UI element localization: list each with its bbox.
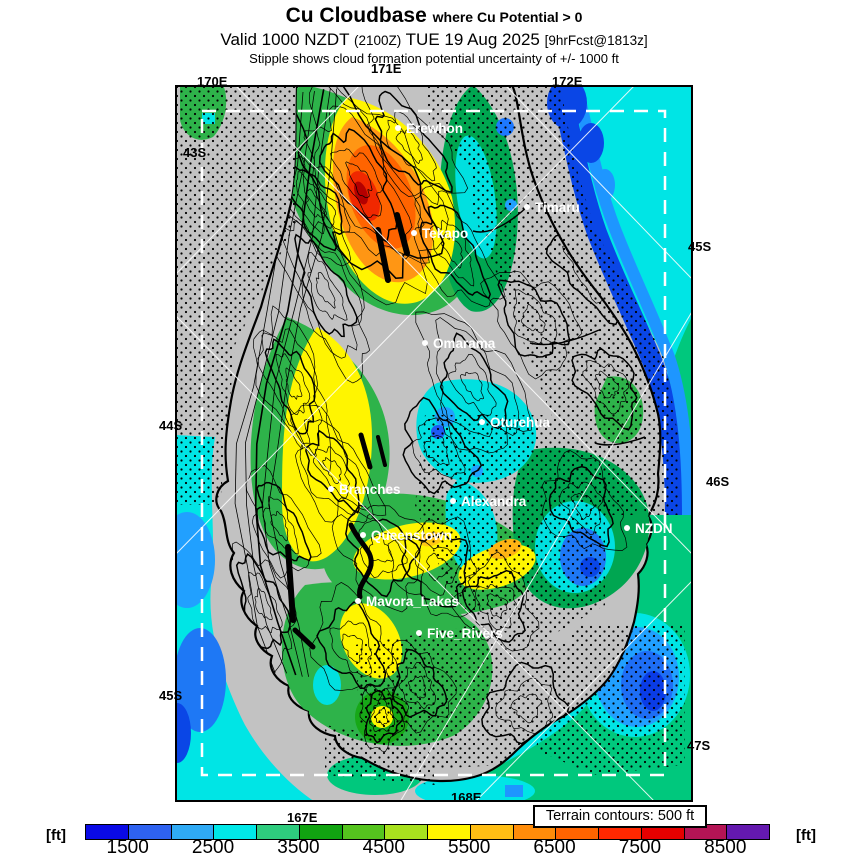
valid-utc: (2100Z) [353,33,402,48]
colorbar-tick-label: 1500 [106,837,149,858]
city-label: Branches [339,482,401,497]
city-marker-dot [416,630,422,636]
colorbar-segment [683,825,727,839]
grid-label-168e: 168E [451,790,482,805]
colorbar-segment [469,825,513,839]
graticule [175,85,693,802]
grid-label-172e: 172E [552,74,583,89]
grid-label-45s: 45S [688,239,712,254]
city-marker-dot [360,532,366,538]
city-label: Alexandra [461,494,527,509]
colorbar-tick-label: 4500 [362,837,405,858]
grid-label-47s: 47S [687,738,711,753]
colorbar-unit-right: [ft] [796,827,816,844]
cloudbase-regions [225,85,653,770]
city-label: Omarama [433,336,496,351]
chart-title-qualifier: where Cu Potential > 0 [432,9,583,25]
city-label: Tekapo [422,226,468,241]
colorbar-tick-label: 6500 [533,837,576,858]
cities-layer: Erewhon Tekapo Timaru Omarama Oturehua Alexan… [328,121,673,641]
stipple-ocean [175,85,685,785]
colorbar-tick-label: 3500 [277,837,320,858]
contour-lines [225,85,638,753]
colorbar [85,824,770,840]
city-marker-dot [395,125,401,131]
colorbar-tick-label: 7500 [618,837,662,858]
city-marker-dot [624,525,630,531]
colorbar-segment [127,825,171,839]
grid-label-171e: 171E [371,61,402,76]
city-marker-dot [355,598,361,604]
colorbar-unit-left: [ft] [46,827,66,844]
colorbar-segment [427,825,470,839]
lakes [285,212,410,650]
colorbar-segment [86,825,128,839]
colorbar-ticks: 1500 2500 3500 4500 5500 6500 7500 8500 [85,837,768,859]
grid-label-44s: 44S [159,418,183,433]
city-label: Mavora_Lakes [366,594,459,609]
map-border [175,85,693,802]
city-label: Five_Rivers [427,626,503,641]
valid-time-line: Valid 1000 NZDT (2100Z) TUE 19 Aug 2025 … [18,29,850,51]
chart-header: Cu Cloudbase where Cu Potential > 0 Vali… [0,4,850,67]
grid-label-170e: 170E [197,74,228,89]
colorbar-segment [598,825,641,839]
city-marker-dot [411,230,417,236]
grid-label-43s: 43S [183,145,207,160]
colorbar-segment [555,825,598,839]
city-marker-dot [328,486,334,492]
chart-title: Cu Cloudbase [285,4,427,27]
city-marker-dot [479,419,485,425]
chart-subtitle: Stipple shows cloud formation potential … [249,51,619,66]
terrain-contours-note: Terrain contours: 500 ft [533,805,707,828]
grid-label-167e: 167E [287,810,318,825]
city-label: Queenstown [371,528,452,543]
colorbar-tick-label: 2500 [191,837,235,858]
colorbar-segment [512,825,556,839]
city-marker-dot [450,498,456,504]
valid-date: TUE 19 Aug 2025 [405,30,540,49]
colorbar-segment [341,825,385,839]
colorbar-segment [640,825,684,839]
grid-label-46s: 46S [706,474,730,489]
map-canvas: Erewhon Tekapo Timaru Omarama Oturehua Alexan… [175,85,693,802]
city-label: Timaru [535,200,580,215]
colorbar-segment [726,825,769,839]
colorbar-tick-label: 8500 [704,837,747,858]
colorbar-segment [213,825,256,839]
city-label: Erewhon [406,121,463,136]
city-label: Oturehua [490,415,550,430]
colorbar-segment [384,825,427,839]
colorbar-tick-label: 5500 [448,837,491,858]
city-label: NZDN [635,521,673,536]
colorbar-segment [256,825,299,839]
valid-prefix: Valid 1000 NZDT [220,30,350,49]
city-marker-dot [422,340,428,346]
city-marker-dot [524,204,530,210]
grid-label-45s: 45S [159,688,183,703]
colorbar-segment [298,825,342,839]
forecast-ref: [9hrFcst@1813z] [544,33,648,48]
inner-domain-boundary [200,109,667,777]
colorbar-segment [170,825,214,839]
chart-title-line: Cu Cloudbase where Cu Potential > 0 [18,4,850,29]
